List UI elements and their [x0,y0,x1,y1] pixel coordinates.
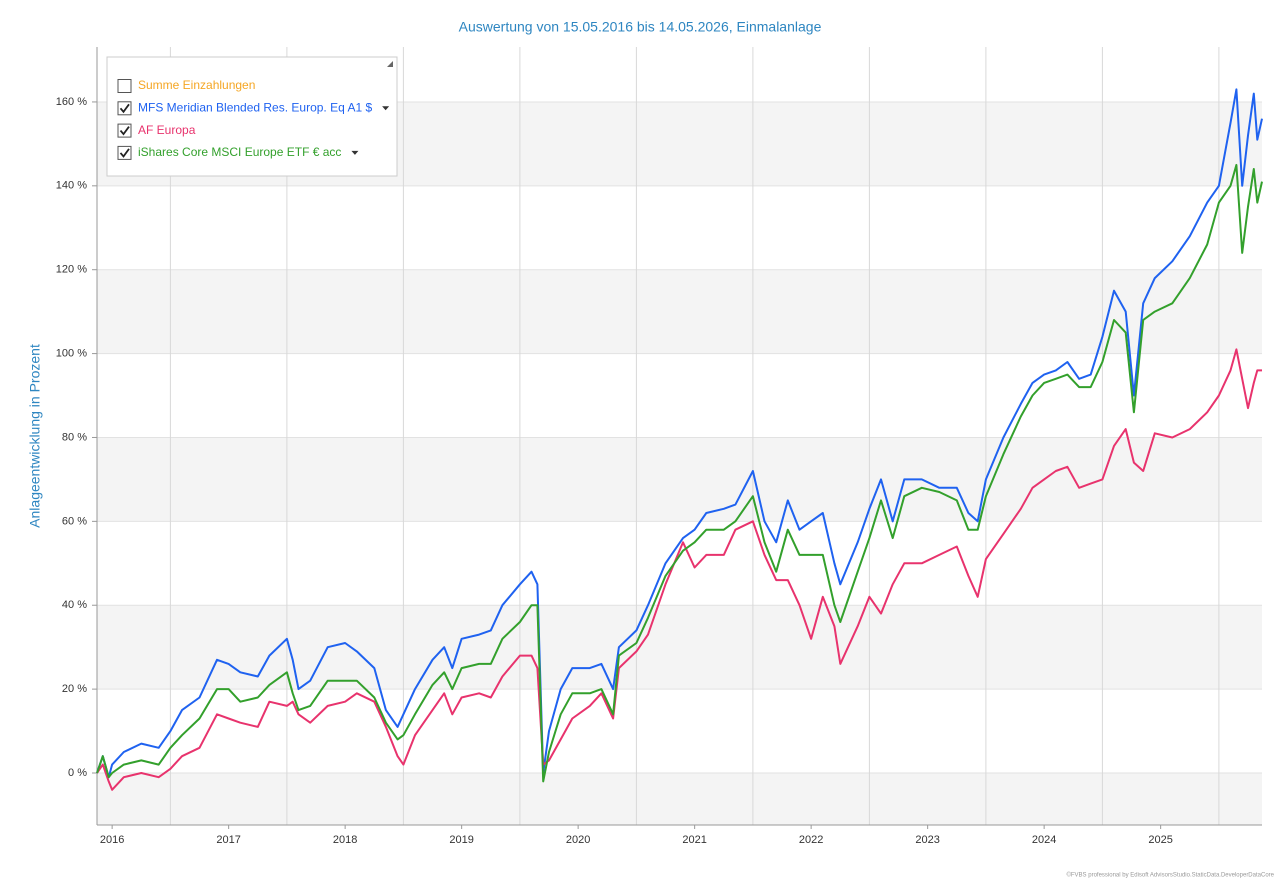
x-tick-label: 2017 [216,834,240,846]
y-tick-label: 0 % [68,767,87,779]
checkbox[interactable] [117,145,132,160]
x-tick-label: 2025 [1148,834,1172,846]
band [97,772,1262,825]
x-tick-label: 2018 [333,834,357,846]
check-mark [119,103,130,114]
legend-item[interactable]: Summe Einzahlungen [117,78,255,93]
y-tick-label: 160 % [56,96,87,108]
y-tick-label: 100 % [56,347,87,359]
plot-background [97,101,1262,825]
legend-box [106,56,398,177]
y-tick-label: 60 % [62,515,87,527]
dropdown-arrow[interactable] [382,106,390,111]
legend: Summe Einzahlungen MFS Meridian Blended R… [106,56,398,177]
y-tick-label: 120 % [56,264,87,276]
chart-title: Auswertung von 15.05.2016 bis 14.05.2026… [459,19,822,35]
band [97,269,1262,354]
legend-label: AF Europa [138,123,196,137]
checkbox[interactable] [117,79,132,93]
dropdown-arrow[interactable] [351,150,359,155]
x-tick-label: 2023 [915,834,939,846]
legend-item[interactable]: AF Europa [117,123,196,138]
legend-label: iShares Core MSCI Europe ETF € acc [138,145,341,159]
x-tick-label: 2024 [1032,834,1056,846]
x-tick-label: 2021 [682,834,706,846]
credit: ©FVBS professional by Edisoft AdvisorsSt… [1066,872,1274,879]
x-tick-label: 2019 [449,834,473,846]
legend-corner [387,61,393,67]
legend-label: Summe Einzahlungen [138,78,255,92]
y-tick-label: 40 % [62,599,87,611]
band [97,437,1262,522]
series-line [96,88,1263,779]
x-tick-label: 2016 [100,834,124,846]
x-tick-label: 2022 [799,834,823,846]
band [97,605,1262,690]
y-tick-label: 80 % [62,431,87,443]
x-tick-label: 2020 [566,834,590,846]
check-mark [119,126,130,136]
y-tick-label: 20 % [62,683,87,695]
y-axis-label: Anlageentwicklung in Prozent [27,344,43,528]
legend-label: MFS Meridian Blended Res. Europ. Eq A1 $ [138,100,372,114]
series-line [96,163,1263,783]
legend-item[interactable]: iShares Core MSCI Europe ETF € acc [117,145,359,160]
legend-item[interactable]: MFS Meridian Blended Res. Europ. Eq A1 $ [117,100,390,116]
checkbox[interactable] [117,123,132,138]
check-mark [119,148,130,158]
checkbox[interactable] [117,101,132,116]
y-tick-label: 140 % [56,180,87,192]
series-line [96,348,1262,791]
